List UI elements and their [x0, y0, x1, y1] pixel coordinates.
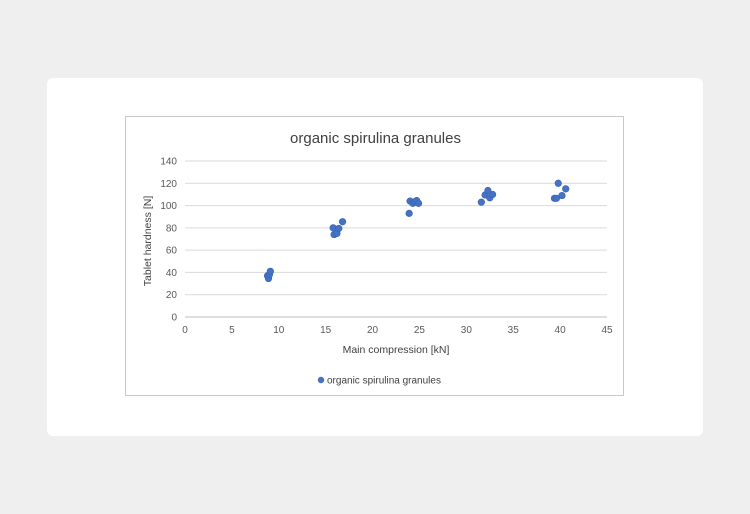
x-axis-ticks: 0 5 10 15 20 25 30 35 40 45	[182, 325, 613, 336]
data-point	[554, 179, 562, 187]
data-points	[263, 179, 570, 283]
data-point	[558, 191, 566, 200]
y-tick-label: 40	[166, 268, 178, 279]
data-point	[477, 198, 485, 206]
data-point	[484, 186, 492, 195]
y-axis-ticks: 0 20 40 60 80 100 120 140	[160, 157, 177, 324]
data-point	[562, 185, 570, 193]
data-point	[338, 218, 347, 226]
legend: organic spirulina granules	[317, 376, 441, 387]
x-tick-label: 30	[461, 325, 473, 336]
y-tick-label: 100	[160, 201, 177, 212]
x-tick-label: 0	[182, 325, 188, 336]
chart-title: organic spirulina granules	[290, 130, 461, 147]
gridlines	[185, 160, 607, 318]
y-tick-label: 60	[166, 246, 178, 257]
data-point	[266, 267, 274, 275]
y-tick-label: 140	[160, 157, 177, 168]
x-tick-label: 35	[508, 325, 520, 336]
data-point	[488, 190, 497, 199]
y-tick-label: 20	[166, 290, 178, 301]
y-tick-label: 120	[160, 179, 177, 190]
y-axis-label: Tablet hardness [N]	[142, 196, 154, 287]
x-tick-label: 5	[229, 325, 235, 336]
x-tick-label: 45	[601, 325, 613, 336]
chart-container: organic spirulina granules 0 5 10 15 20 25 30 3…	[125, 116, 624, 396]
x-axis-label: Main compression [kN]	[343, 344, 450, 356]
x-tick-label: 40	[555, 325, 567, 336]
y-tick-label: 80	[166, 223, 178, 234]
scatter-chart: organic spirulina granules 0 5 10 15 20 25 30 3…	[142, 130, 613, 387]
data-point	[335, 224, 343, 233]
x-tick-label: 15	[320, 325, 332, 336]
legend-label: organic spirulina granules	[327, 376, 441, 387]
x-tick-label: 20	[367, 325, 379, 336]
x-tick-label: 25	[414, 325, 426, 336]
data-point	[552, 194, 560, 202]
x-tick-label: 10	[273, 325, 285, 336]
data-point	[405, 209, 413, 217]
legend-marker	[317, 376, 325, 384]
data-point	[414, 199, 423, 207]
y-tick-label: 0	[171, 313, 177, 324]
